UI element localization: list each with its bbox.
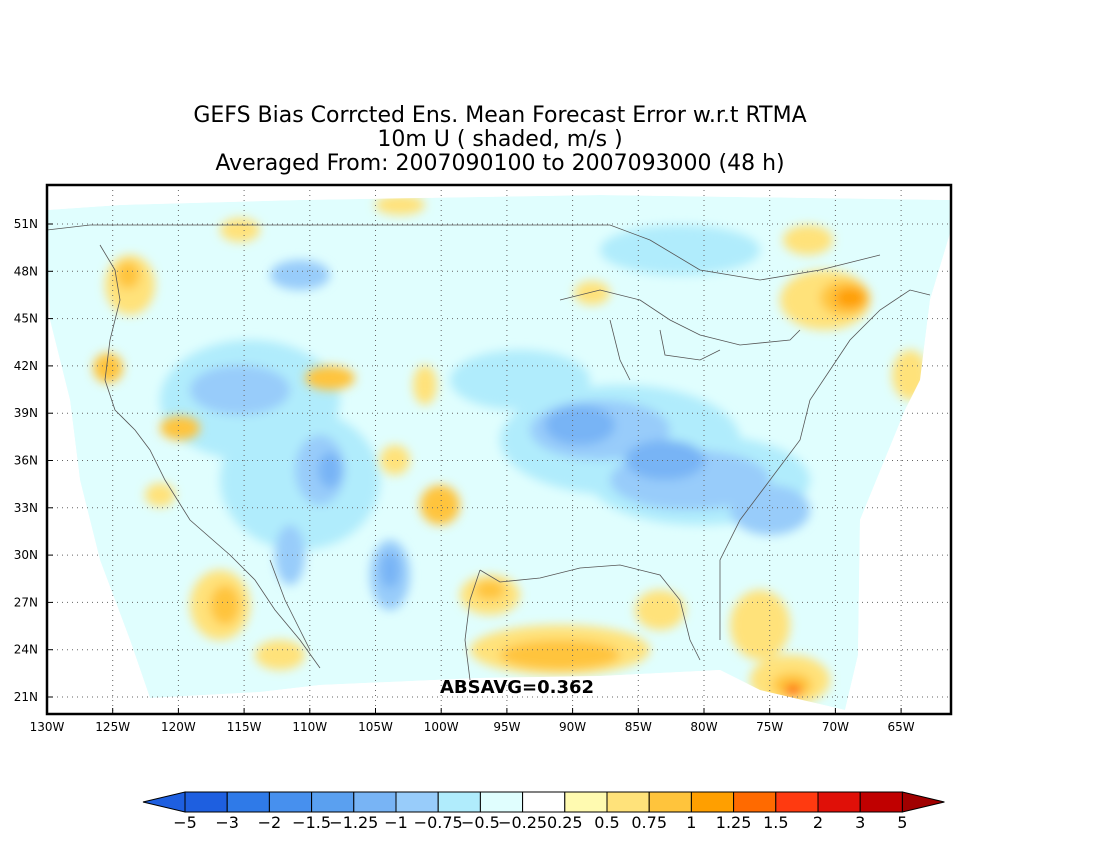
lon-label: 70W: [822, 720, 849, 734]
latitude-labels: 51N 48N 45N 42N 39N 36N 33N 30N 27N 24N 21N: [14, 217, 38, 704]
colorbar-swatch: [226, 791, 270, 813]
colorbar-swatch: [479, 791, 524, 813]
lon-label: 105W: [358, 720, 393, 734]
title-line-1: GEFS Bias Corrcted Ens. Mean Forecast Er…: [193, 103, 807, 128]
title-line-2: 10m U ( shaded, m/s ): [377, 127, 623, 152]
colorbar-swatch: [395, 791, 439, 813]
absavg-label: ABSAVG=0.362: [440, 677, 594, 698]
colorbar-swatch: [648, 791, 692, 813]
lat-label: 45N: [14, 312, 38, 326]
colorbar-swatch: [606, 791, 650, 813]
lon-label: 85W: [625, 720, 652, 734]
lon-label: 130W: [30, 720, 65, 734]
title-line-3: Averaged From: 2007090100 to 2007093000 …: [215, 151, 785, 176]
lat-label: 27N: [14, 595, 38, 609]
colorbar-label: −2: [258, 813, 282, 832]
lat-label: 51N: [14, 217, 38, 231]
lon-label: 110W: [292, 720, 327, 734]
colorbar-swatch: [353, 791, 397, 813]
coastlines: [47, 224, 931, 681]
map-frame: [45, 183, 953, 716]
colorbar: −5 −3 −2 −1.5−1.25 −1 −0.75−0.5−0.25 0.25 0.5 0.…: [142, 791, 945, 832]
lat-label: 21N: [14, 690, 38, 704]
colorbar-arrow-left: [142, 791, 186, 813]
colorbar-swatch: [268, 791, 313, 813]
colorbar-swatch: [775, 791, 819, 813]
colorbar-label: −1.5: [292, 813, 331, 832]
longitude-labels: 130W 125W 120W 115W 110W 105W 100W 95W 90W 85W 80W…: [30, 720, 915, 734]
colorbar-label: 5: [897, 813, 907, 832]
lat-label: 42N: [14, 359, 38, 373]
lat-label: 33N: [14, 501, 38, 515]
lon-label: 95W: [493, 720, 520, 734]
colorbar-label: 2: [813, 813, 823, 832]
colorbar-label: 0.75: [631, 813, 667, 832]
lon-label: 75W: [756, 720, 783, 734]
lon-label: 90W: [559, 720, 586, 734]
colorbar-label: −1.25: [329, 813, 378, 832]
colorbar-swatch: [690, 791, 735, 813]
colorbar-swatch: [859, 791, 903, 813]
colorbar-label: −1: [384, 813, 408, 832]
lon-label: 120W: [161, 720, 196, 734]
lat-label: 24N: [14, 643, 38, 657]
colorbar-swatch: [733, 791, 777, 813]
lon-label: 100W: [424, 720, 459, 734]
lon-label: 125W: [95, 720, 130, 734]
colorbar-label: −0.25: [498, 813, 547, 832]
colorbar-label: 0.25: [547, 813, 583, 832]
colorbar-label: 3: [855, 813, 865, 832]
lat-label: 30N: [14, 548, 38, 562]
colorbar-swatch: [522, 791, 566, 813]
colorbar-label: −0.5: [461, 813, 500, 832]
colorbar-swatch: [437, 791, 481, 813]
colorbar-label: −3: [215, 813, 239, 832]
colorbar-label: −5: [173, 813, 197, 832]
lat-label: 48N: [14, 264, 38, 278]
lat-label: 39N: [14, 406, 38, 420]
lon-label: 115W: [227, 720, 262, 734]
colorbar-swatch: [564, 791, 608, 813]
warm-regions: [93, 195, 928, 705]
graticule: [46, 185, 951, 714]
colorbar-swatch: [184, 791, 228, 813]
colorbar-swatch: [817, 791, 861, 813]
blue-regions: [160, 225, 810, 610]
lat-label: 36N: [14, 454, 38, 468]
colorbar-swatch: [311, 791, 355, 813]
domain-background: [47, 195, 951, 710]
colorbar-label: 1: [686, 813, 696, 832]
lon-label: 65W: [888, 720, 915, 734]
colorbar-label: −0.75: [414, 813, 463, 832]
colorbar-label: 0.5: [594, 813, 619, 832]
colorbar-label: 1.5: [763, 813, 788, 832]
colorbar-label: 1.25: [716, 813, 752, 832]
colorbar-arrow-right: [901, 791, 945, 813]
lon-label: 80W: [690, 720, 717, 734]
